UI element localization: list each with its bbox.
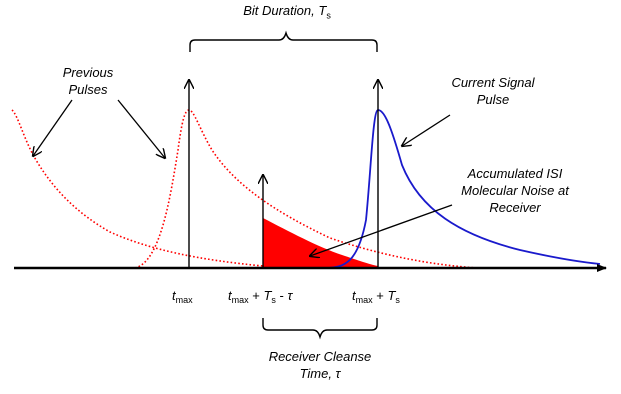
isi-shaded-area <box>263 218 378 268</box>
bit-duration-brace <box>189 30 378 52</box>
bit-duration-text: Bit Duration, <box>243 3 315 18</box>
tick-label-tmax-ts: tmax + Ts <box>352 288 400 305</box>
bit-duration-label: Bit Duration, Ts <box>232 2 342 25</box>
previous-pulses-label: Previous Pulses <box>48 64 128 98</box>
previous-pulse-left <box>11 109 264 267</box>
current-pulse-label: Current Signal Pulse <box>438 74 548 108</box>
current-pulse-arrow <box>402 114 451 146</box>
current-pulse-line2: Pulse <box>476 92 510 107</box>
isi-line2: Molecular Noise at <box>461 183 569 198</box>
isi-label: Accumulated ISI Molecular Noise at Recei… <box>450 165 580 216</box>
isi-line1: Accumulated ISI <box>467 166 563 181</box>
cleanse-line1: Receiver Cleanse <box>268 349 372 364</box>
cleanse-line2: Time, τ <box>299 366 341 381</box>
current-pulse-line1: Current Signal <box>451 75 535 90</box>
isi-arrow <box>310 204 453 256</box>
previous-pulses-line1: Previous <box>62 65 114 80</box>
previous-pulses-line2: Pulses <box>68 82 108 97</box>
previous-pulses-arrow-left <box>33 99 73 156</box>
previous-pulse-main <box>134 109 479 269</box>
isi-line3: Receiver <box>489 200 541 215</box>
previous-pulses-arrow-right <box>117 99 165 158</box>
current-signal-pulse <box>324 109 601 269</box>
bit-duration-symbol: Ts <box>318 3 331 21</box>
cleanse-time-brace <box>262 318 378 340</box>
cleanse-time-label: Receiver Cleanse Time, τ <box>250 348 390 382</box>
tick-label-tmax-ts-tau: tmax + Ts - τ <box>228 288 293 305</box>
tick-label-tmax: tmax <box>172 288 193 305</box>
